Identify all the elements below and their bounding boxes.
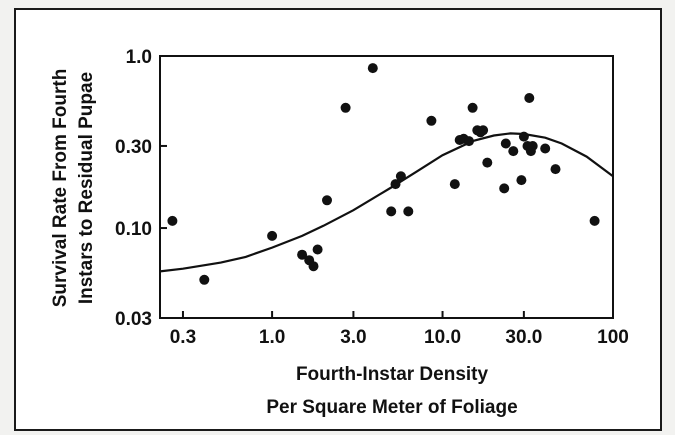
data-point	[322, 195, 332, 206]
data-point	[340, 102, 351, 113]
data-point	[449, 179, 460, 190]
y-tick-label: 0.30	[115, 137, 152, 158]
y-axis: 0.03 0.10 0.30 1.0	[115, 47, 167, 330]
x-tick-label: 3.0	[340, 327, 366, 348]
x-tick-label: 30.0	[505, 327, 542, 348]
y-tick-label: 0.10	[115, 219, 152, 240]
data-point	[199, 274, 210, 285]
x-tick-label: 1.0	[259, 327, 285, 348]
data-point	[395, 171, 406, 182]
data-point	[386, 206, 397, 217]
y-axis-title-line-2: Instars to Residual Pupae	[76, 72, 97, 304]
y-tick-label: 0.03	[115, 309, 152, 330]
fitted-curve	[159, 132, 614, 273]
data-point	[367, 63, 378, 74]
chart-frame	[14, 8, 662, 431]
data-point	[550, 164, 561, 175]
x-axis-title-line-2: Per Square Meter of Foliage	[266, 397, 517, 418]
x-tick-label: 0.3	[170, 327, 196, 348]
data-point	[426, 115, 437, 126]
data-point	[499, 183, 510, 194]
x-tick-label: 100	[597, 327, 629, 348]
data-point	[403, 206, 414, 217]
data-point	[524, 93, 535, 103]
data-point	[478, 125, 489, 136]
data-point	[464, 136, 474, 147]
data-point	[527, 141, 538, 151]
data-point	[312, 244, 323, 255]
data-point	[482, 157, 493, 168]
x-axis-title-line-1: Fourth-Instar Density	[296, 364, 489, 385]
data-points	[167, 63, 600, 285]
data-point	[518, 131, 529, 142]
x-tick-label: 10.0	[424, 327, 461, 348]
y-axis-title-line-1: Survival Rate From Fourth	[50, 69, 71, 308]
data-point	[516, 175, 527, 186]
data-point	[500, 138, 511, 149]
data-point	[508, 146, 519, 157]
data-point	[297, 249, 308, 260]
data-point	[467, 102, 478, 113]
x-axis: 0.3 1.0 3.0 10.0 30.0 100	[170, 311, 629, 348]
data-point	[167, 215, 178, 226]
data-point	[540, 143, 551, 154]
y-tick-label: 1.0	[126, 47, 152, 68]
data-point	[308, 261, 319, 272]
data-point	[589, 215, 600, 226]
plot-area-border	[159, 55, 614, 319]
data-point	[390, 179, 401, 190]
data-point	[267, 230, 278, 241]
